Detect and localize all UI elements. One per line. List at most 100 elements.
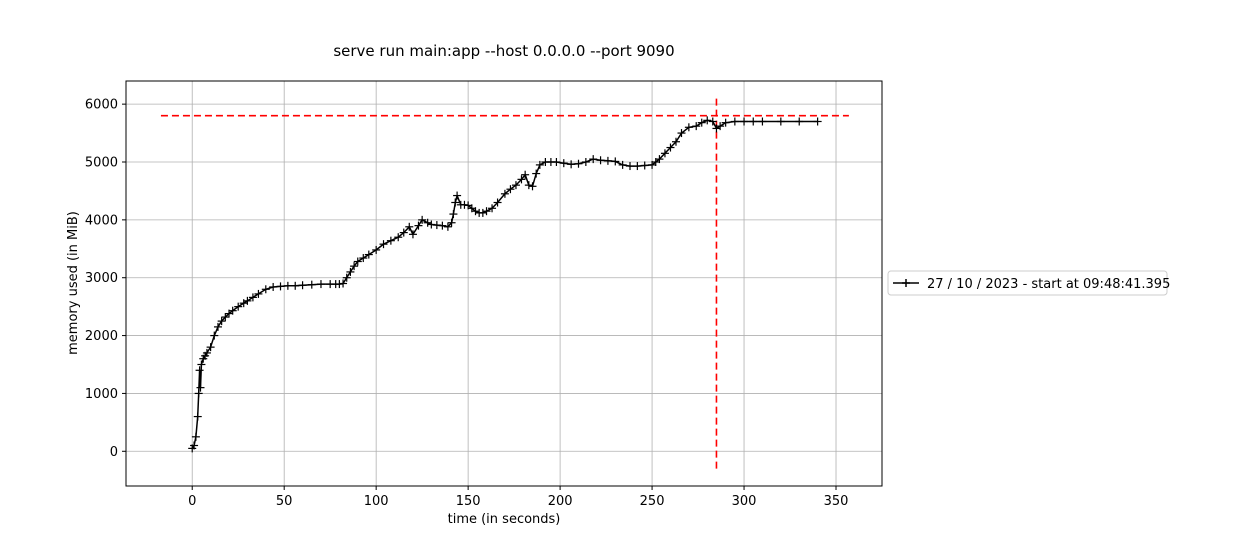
data-point [213,322,222,331]
data-point [353,257,362,266]
data-point [316,280,325,289]
data-point [589,155,598,164]
data-point [379,240,388,249]
data-point [506,185,515,194]
data-point [339,279,348,288]
data-point [493,198,502,207]
data-point [776,117,785,126]
data-point [443,222,452,231]
x-axis-ticks: 0 50 100 150 200 250 300 350 [188,486,848,509]
data-point [535,160,544,169]
data-point [196,383,205,392]
data-point [342,273,351,282]
data-point [633,162,642,171]
data-point [671,137,680,146]
data-point [447,218,456,227]
data-point [438,221,447,230]
data-point [190,441,199,450]
data-point [221,313,230,322]
data-point [618,160,627,169]
data-point [708,117,717,126]
data-point [405,222,414,231]
data-point [511,181,520,190]
data-point [758,117,767,126]
data-point [795,117,804,126]
data-point [730,117,739,126]
data-point [740,117,749,126]
chart-title: serve run main:app --host 0.0.0.0 --port… [333,42,674,60]
data-point [449,210,458,219]
data-point [195,366,204,375]
data-point [697,118,706,127]
y-tick-label: 2000 [85,329,118,344]
data-point [528,182,537,191]
x-tick-label: 100 [364,494,389,509]
data-point [721,118,730,127]
y-axis-ticks: 0 1000 2000 3000 4000 5000 6000 [85,98,126,460]
data-point [364,250,373,259]
data-point [574,159,583,168]
data-point [210,331,219,340]
data-point [276,282,285,291]
data-point [482,207,491,216]
y-tick-label: 0 [110,445,118,460]
data-point [346,267,355,276]
data-point [217,317,226,326]
data-point [517,175,526,184]
data-point [394,233,403,242]
data-point [521,170,530,179]
data-point [193,412,202,421]
data-point [350,262,359,271]
data-point [298,281,307,290]
data-point [269,282,278,291]
legend-label: 27 / 10 / 2023 - start at 09:48:41.395 [927,277,1170,292]
series-layer [188,116,822,453]
data-point [559,159,568,168]
data-point [749,117,758,126]
y-axis-label: memory used (in MiB) [66,211,81,355]
data-point [603,156,612,165]
data-point [206,343,215,352]
x-axis-label: time (in seconds) [448,512,561,527]
y-tick-label: 5000 [85,156,118,171]
x-tick-label: 150 [456,494,481,509]
data-point [532,169,541,178]
data-point [581,158,590,166]
data-point [191,432,200,441]
data-point [666,143,675,152]
legend: 27 / 10 / 2023 - start at 09:48:41.395 [887,270,1170,296]
data-point [451,198,460,207]
grid-lines [126,81,882,486]
data-point [418,215,427,224]
y-tick-label: 6000 [85,98,118,113]
data-point [660,149,669,158]
plot-area [126,81,882,486]
plot-frame [125,80,883,487]
data-point [453,191,462,200]
data-point [399,228,408,237]
data-point [197,360,206,369]
x-tick-label: 350 [824,494,849,509]
data-point [228,306,237,315]
data-point [202,348,211,357]
data-point [261,285,270,294]
x-tick-label: 0 [188,494,196,509]
data-point [478,208,487,217]
data-point [254,289,263,298]
data-point [243,296,252,305]
data-point [567,160,576,169]
data-point [500,189,509,198]
legend-box [887,270,1168,296]
data-point [414,221,423,230]
data-point [611,157,620,166]
x-tick-label: 50 [276,494,293,509]
data-point [372,245,381,254]
data-point [716,122,725,131]
data-point [640,161,649,170]
x-tick-label: 300 [732,494,757,509]
data-point [596,156,605,165]
data-point [677,129,686,138]
y-tick-label: 4000 [85,213,118,228]
data-point [684,123,693,132]
data-point [692,122,701,131]
